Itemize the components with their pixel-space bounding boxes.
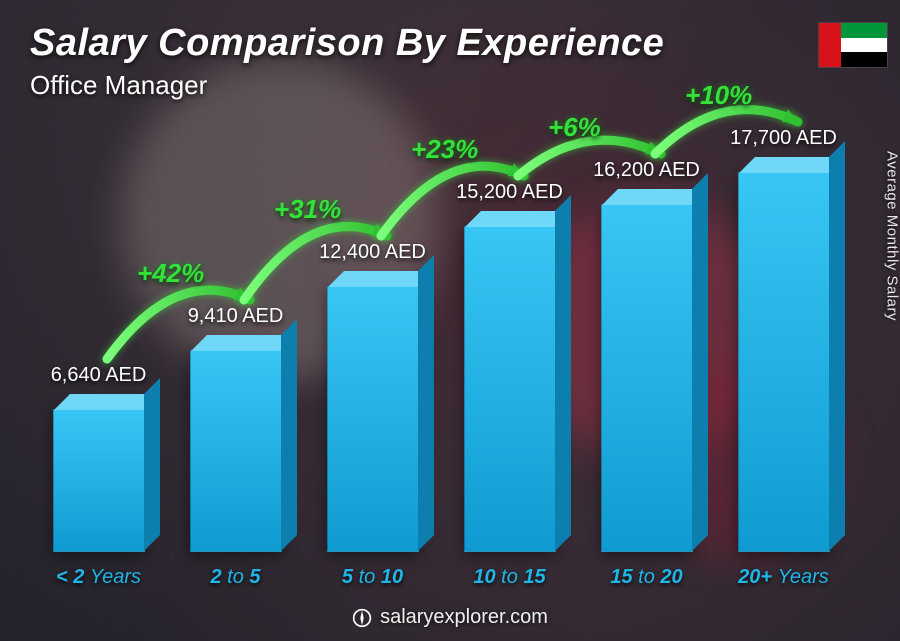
bar-side-face <box>418 255 434 551</box>
bar-value-label: 15,200 AED <box>447 181 573 204</box>
chart-column: 9,410 AED 2 to 5 <box>167 69 304 589</box>
flag-hoist <box>819 23 841 67</box>
page-title: Salary Comparison By Experience <box>30 22 664 65</box>
category-label: 20+ Years <box>738 566 829 589</box>
bar-side-face <box>555 195 571 551</box>
bar-value-label: 16,200 AED <box>584 159 710 182</box>
increase-percent-label: +31% <box>274 194 341 225</box>
increase-percent-label: +10% <box>685 80 752 111</box>
bar-value-label: 9,410 AED <box>173 305 299 328</box>
category-label: 5 to 10 <box>342 566 403 589</box>
bar-wrap: 12,400 AED <box>304 286 441 552</box>
bar-wrap: 6,640 AED <box>30 409 167 552</box>
category-label: 10 to 15 <box>473 566 545 589</box>
salary-bar: 12,400 AED <box>327 286 419 552</box>
chart-column: 16,200 AED 15 to 20 <box>578 69 715 589</box>
bar-side-face <box>692 173 708 551</box>
increase-percent-label: +42% <box>137 258 204 289</box>
y-axis-label: Average Monthly Salary <box>884 151 900 321</box>
category-label: < 2 Years <box>56 566 141 589</box>
salary-bar: 16,200 AED <box>601 204 693 552</box>
footer: salaryexplorer.com <box>0 606 900 629</box>
bar-value-label: 12,400 AED <box>310 241 436 264</box>
salary-bar: 15,200 AED <box>464 226 556 552</box>
bar-wrap: 9,410 AED <box>167 350 304 552</box>
bar-wrap: 16,200 AED <box>578 204 715 552</box>
salary-bar-chart: 6,640 AED < 2 Years 9,410 AED 2 to 5 12,400 … <box>30 69 852 589</box>
category-label: 15 to 20 <box>610 566 682 589</box>
infographic-stage: Salary Comparison By Experience Office M… <box>0 0 900 641</box>
bar-value-label: 6,640 AED <box>36 364 162 387</box>
increase-percent-label: +23% <box>411 134 478 165</box>
category-label: 2 to 5 <box>210 566 260 589</box>
salary-bar: 17,700 AED <box>738 172 830 552</box>
bar-side-face <box>281 319 297 551</box>
bar-wrap: 17,700 AED <box>715 172 852 552</box>
bar-value-label: 17,700 AED <box>721 127 847 150</box>
salary-bar: 6,640 AED <box>53 409 145 552</box>
uae-flag-icon <box>818 22 888 68</box>
salary-bar: 9,410 AED <box>190 350 282 552</box>
compass-icon <box>352 608 372 628</box>
bar-side-face <box>144 378 160 551</box>
increase-percent-label: +6% <box>548 112 601 143</box>
chart-column: 6,640 AED < 2 Years <box>30 69 167 589</box>
chart-column: 17,700 AED 20+ Years <box>715 69 852 589</box>
bar-wrap: 15,200 AED <box>441 226 578 552</box>
footer-text: salaryexplorer.com <box>380 606 548 629</box>
bar-side-face <box>829 141 845 551</box>
